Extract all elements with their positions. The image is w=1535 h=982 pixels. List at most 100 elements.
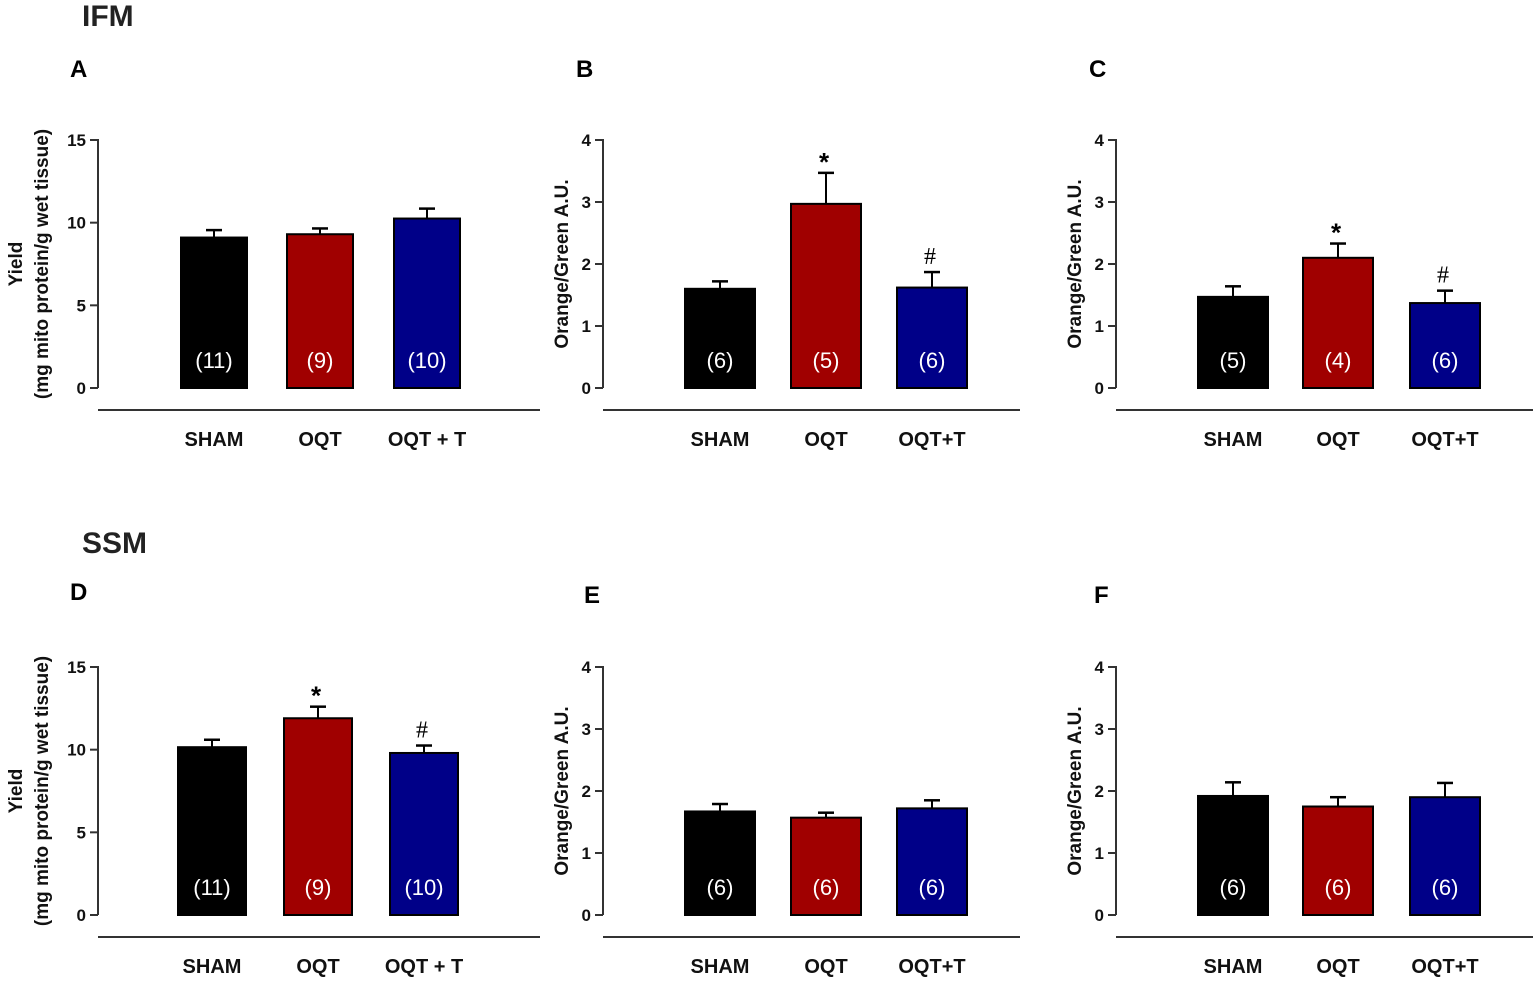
- y-tick-label: 1: [1095, 317, 1104, 336]
- bar: [180, 236, 248, 389]
- bar-n-label: (6): [707, 348, 734, 373]
- x-tick-label: OQT+T: [1411, 429, 1478, 451]
- x-tick-label: OQT: [298, 429, 341, 451]
- x-tick-label: OQT + T: [388, 429, 466, 451]
- x-tick-label: OQT+T: [898, 429, 965, 451]
- bar: [177, 746, 247, 916]
- y-axis-label: (mg mito protein/g wet tissue): [32, 129, 53, 399]
- panel-letter: C: [1089, 56, 1106, 83]
- y-tick-label: 10: [67, 214, 86, 233]
- y-tick-label: 15: [67, 131, 86, 150]
- x-tick-label: SHAM: [691, 956, 750, 978]
- bar: [393, 217, 461, 389]
- y-axis-label: Orange/Green A.U.: [1065, 179, 1086, 348]
- y-tick-label: 2: [1095, 782, 1104, 801]
- panel-letter: A: [70, 56, 87, 83]
- y-tick-label: 0: [582, 379, 591, 398]
- bar-n-label: (10): [404, 875, 443, 900]
- bar: [684, 810, 756, 917]
- y-tick-label: 4: [582, 131, 592, 150]
- chart-panel-f: F Orange/Green A.U. 0 1 2 3 4 (6) SHAM (6) OQT (6) O…: [1065, 582, 1533, 978]
- bar: [1302, 805, 1374, 916]
- significance-hash: #: [416, 718, 428, 744]
- y-tick-label: 2: [582, 255, 591, 274]
- y-tick-label: 0: [582, 906, 591, 925]
- y-tick-label: 4: [582, 658, 592, 677]
- bar-n-label: (10): [407, 348, 446, 373]
- y-tick-label: 3: [1095, 720, 1104, 739]
- bar-n-label: (6): [1432, 875, 1459, 900]
- significance-star: *: [819, 147, 830, 177]
- bar-n-label: (9): [305, 875, 332, 900]
- x-tick-label: OQT: [1316, 429, 1359, 451]
- chart-panel-c: C Orange/Green A.U. 0 1 2 3 4 (5) SHAM (4) OQT * (6)…: [1065, 56, 1533, 451]
- x-tick-label: OQT+T: [898, 956, 965, 978]
- y-tick-label: 0: [77, 379, 86, 398]
- panel-letter: F: [1094, 582, 1109, 609]
- x-tick-label: OQT: [804, 429, 847, 451]
- bar: [1409, 302, 1481, 389]
- bar: [790, 202, 862, 389]
- bar: [1409, 796, 1481, 917]
- bar-n-label: (6): [707, 875, 734, 900]
- bar: [283, 717, 353, 917]
- significance-star: *: [311, 681, 322, 711]
- y-tick-label: 5: [77, 296, 86, 315]
- y-tick-label: 0: [77, 906, 86, 925]
- bar: [389, 751, 459, 916]
- section-label-ssm: SSM: [82, 527, 147, 560]
- y-tick-label: 0: [1095, 906, 1104, 925]
- x-tick-label: OQT: [1316, 956, 1359, 978]
- y-axis-label: Orange/Green A.U.: [552, 706, 573, 875]
- y-axis-label: (mg mito protein/g wet tissue): [32, 656, 53, 926]
- bar-n-label: (11): [195, 348, 233, 373]
- bar-n-label: (5): [813, 348, 840, 373]
- y-tick-label: 3: [1095, 193, 1104, 212]
- x-tick-label: OQT + T: [385, 956, 463, 978]
- bar-n-label: (11): [193, 875, 231, 900]
- section-label-ifm: IFM: [82, 0, 134, 33]
- y-tick-label: 10: [67, 741, 86, 760]
- bar: [286, 233, 354, 389]
- chart-panel-b: B Orange/Green A.U. 0 1 2 3 4 (6) SHAM (5) OQT * (6)…: [552, 56, 1020, 451]
- y-axis-label: Orange/Green A.U.: [552, 179, 573, 348]
- panel-letter: E: [584, 582, 600, 609]
- x-tick-label: OQT+T: [1411, 956, 1478, 978]
- bar: [790, 816, 862, 916]
- x-tick-label: OQT: [296, 956, 339, 978]
- bar-n-label: (6): [919, 875, 946, 900]
- panel-letter: D: [70, 579, 87, 606]
- bar: [896, 286, 968, 389]
- bar-n-label: (5): [1220, 348, 1247, 373]
- x-tick-label: SHAM: [1204, 956, 1263, 978]
- y-tick-label: 3: [582, 193, 591, 212]
- bar: [1197, 295, 1269, 389]
- y-tick-label: 1: [582, 317, 591, 336]
- bar: [1302, 256, 1374, 389]
- y-tick-label: 2: [582, 782, 591, 801]
- bar-n-label: (6): [1432, 348, 1459, 373]
- y-tick-label: 4: [1095, 131, 1105, 150]
- bar: [896, 807, 968, 916]
- significance-hash: #: [1437, 263, 1449, 289]
- y-tick-label: 1: [582, 844, 591, 863]
- chart-panel-e: E Orange/Green A.U. 0 1 2 3 4 (6) SHAM (6) OQT (6) O…: [552, 582, 1020, 978]
- chart-panel-d: D Yield (mg mito protein/g wet tissue) 0 5 10…: [6, 579, 540, 978]
- panel-letter: B: [576, 56, 593, 83]
- x-tick-label: SHAM: [1204, 429, 1263, 451]
- y-tick-label: 5: [77, 823, 86, 842]
- bar-n-label: (6): [919, 348, 946, 373]
- x-tick-label: SHAM: [183, 956, 242, 978]
- y-tick-label: 4: [1095, 658, 1105, 677]
- bar: [1197, 794, 1269, 917]
- y-tick-label: 0: [1095, 379, 1104, 398]
- y-tick-label: 1: [1095, 844, 1104, 863]
- y-axis-label: Yield: [6, 242, 27, 287]
- bar-n-label: (4): [1325, 348, 1352, 373]
- y-tick-label: 2: [1095, 255, 1104, 274]
- significance-star: *: [1331, 218, 1342, 248]
- y-tick-label: 15: [67, 658, 86, 677]
- x-tick-label: SHAM: [185, 429, 244, 451]
- significance-hash: #: [924, 244, 936, 270]
- chart-panel-a: A Yield (mg mito protein/g wet tissue) 0 5 10…: [6, 56, 540, 451]
